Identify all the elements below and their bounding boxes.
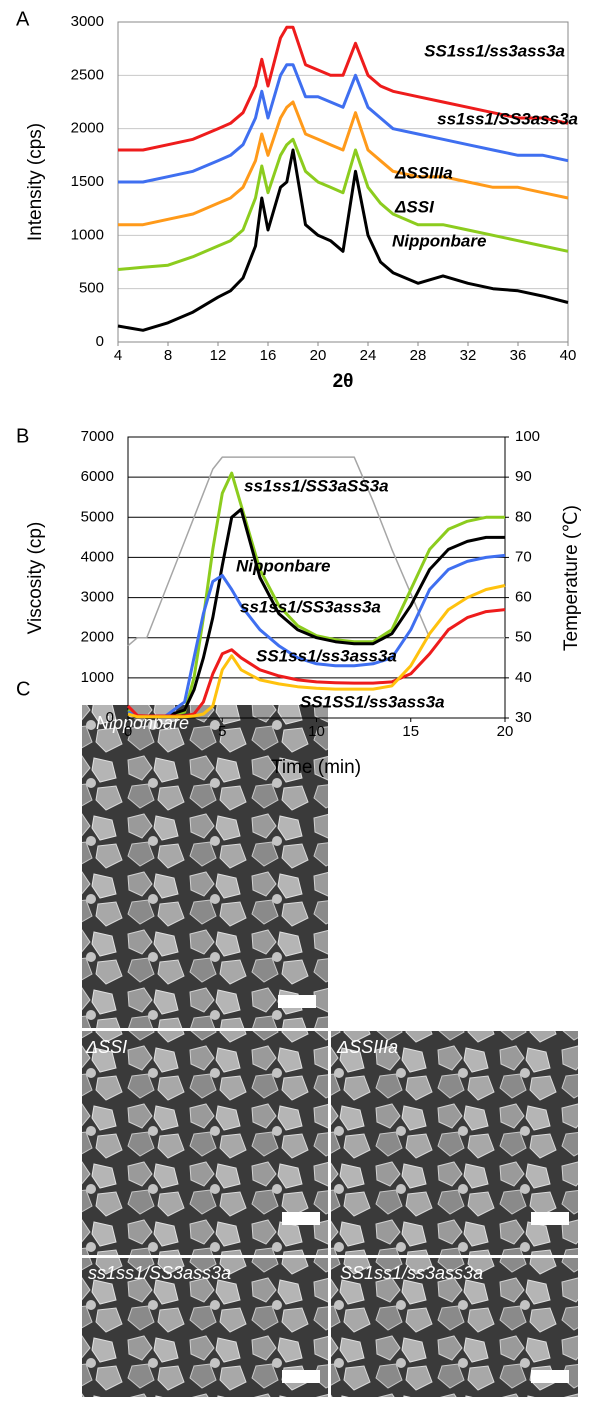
sem-panel: C Nipponbare ΔSSI ΔSSIIIa ss1ss1/SS3ass3… — [16, 678, 578, 1397]
y-tick-label: 3000 — [71, 13, 104, 30]
x-tick-label: 28 — [410, 347, 427, 364]
x-tick-label: 12 — [210, 347, 227, 364]
y2-tick-label: 80 — [515, 508, 532, 525]
panel-label: A — [16, 8, 30, 30]
x-tick-label: 40 — [560, 347, 577, 364]
y2-tick-label: 90 — [515, 468, 532, 485]
x-tick-label: 20 — [497, 723, 514, 740]
y-tick-label: 7000 — [81, 428, 114, 445]
series-line — [118, 63, 569, 184]
chart: A 0 500 1000 1500 2000 2500 3000 4 8 12 16 20 24 28 32 3… — [16, 8, 578, 392]
x-tick-label: 5 — [218, 723, 226, 740]
y2-tick-label: 30 — [515, 709, 532, 726]
series-line — [117, 137, 569, 271]
y-tick-label: 2500 — [71, 66, 104, 83]
y-tick-label: 1000 — [71, 226, 104, 243]
y-tick-label: 1000 — [81, 669, 114, 686]
y2-tick-label: 40 — [515, 669, 532, 686]
series-line — [127, 553, 506, 718]
x-tick-label: 10 — [308, 723, 325, 740]
series-label: Nipponbare — [392, 231, 486, 250]
scale-bar — [282, 1370, 320, 1383]
series-label: ss1ss1/SS3aSS3a — [244, 476, 389, 495]
plot-frame — [127, 436, 506, 719]
y-tick-label: 2000 — [81, 629, 114, 646]
y-axis-title: Intensity (cps) — [25, 123, 46, 241]
x-tick-label: 16 — [260, 347, 277, 364]
x-tick-label: 8 — [164, 347, 172, 364]
series-label: Nipponbare — [236, 556, 330, 575]
x-tick-label: 15 — [402, 723, 419, 740]
series-line — [117, 148, 569, 332]
y2-tick-label: 50 — [515, 629, 532, 646]
series-line — [118, 100, 569, 227]
y2-tick-label: 70 — [515, 548, 532, 565]
y-tick-label: 5000 — [81, 508, 114, 525]
series-line — [127, 471, 505, 718]
series-label: ΔSSI — [394, 197, 435, 216]
y2-axis-title: Temperature (℃) — [561, 505, 582, 651]
series-line — [127, 456, 505, 647]
series-label: ss1ss1/SS3ass3a — [437, 109, 578, 128]
x-tick-label: 20 — [310, 347, 327, 364]
series-label: SS1ss1/ss3ass3a — [424, 41, 565, 60]
scale-bar — [531, 1212, 569, 1225]
series-label: ΔSSIIIa — [394, 163, 453, 182]
series-line — [127, 584, 506, 719]
series-label: SS1SS1/ss3ass3a — [300, 692, 445, 711]
y-tick-label: 3000 — [81, 589, 114, 606]
image-label: ΔSSIIIa — [336, 1037, 398, 1057]
y-tick-label: 0 — [106, 709, 114, 726]
scale-bar — [282, 1212, 320, 1225]
scale-bar — [531, 1370, 569, 1383]
series-line — [118, 25, 569, 152]
series-label: SS1ss1/ss3ass3a — [256, 646, 397, 665]
sem-image — [82, 705, 328, 1028]
x-axis-title: Time (min) — [271, 757, 361, 778]
x-tick-label: 32 — [460, 347, 477, 364]
series-label: ss1ss1/SS3ass3a — [240, 597, 381, 616]
x-tick-label: 36 — [510, 347, 527, 364]
y2-tick-label: 100 — [515, 428, 540, 445]
x-tick-label: 4 — [114, 347, 122, 364]
y-tick-label: 4000 — [81, 548, 114, 565]
image-label: ΔSSI — [85, 1037, 127, 1057]
image-label: ss1ss1/SS3ass3a — [88, 1263, 231, 1283]
x-axis-title: 2θ — [333, 371, 354, 392]
chart: B010002000300040005000600070003040506070… — [16, 425, 582, 778]
y-axis-title: Viscosity (cp) — [25, 522, 46, 635]
y-tick-label: 0 — [96, 333, 104, 350]
x-tick-label: 24 — [360, 347, 377, 364]
y-tick-label: 500 — [79, 280, 104, 297]
series-line — [127, 507, 505, 718]
y-tick-label: 1500 — [71, 173, 104, 190]
y2-tick-label: 60 — [515, 589, 532, 606]
panel-label: C — [16, 678, 30, 700]
scale-bar — [278, 995, 316, 1008]
y-tick-label: 2000 — [71, 120, 104, 137]
y-tick-label: 6000 — [81, 468, 114, 485]
x-tick-label: 0 — [124, 723, 132, 740]
panel-label: B — [16, 425, 29, 447]
image-label: SS1ss1/ss3ass3a — [340, 1263, 483, 1283]
